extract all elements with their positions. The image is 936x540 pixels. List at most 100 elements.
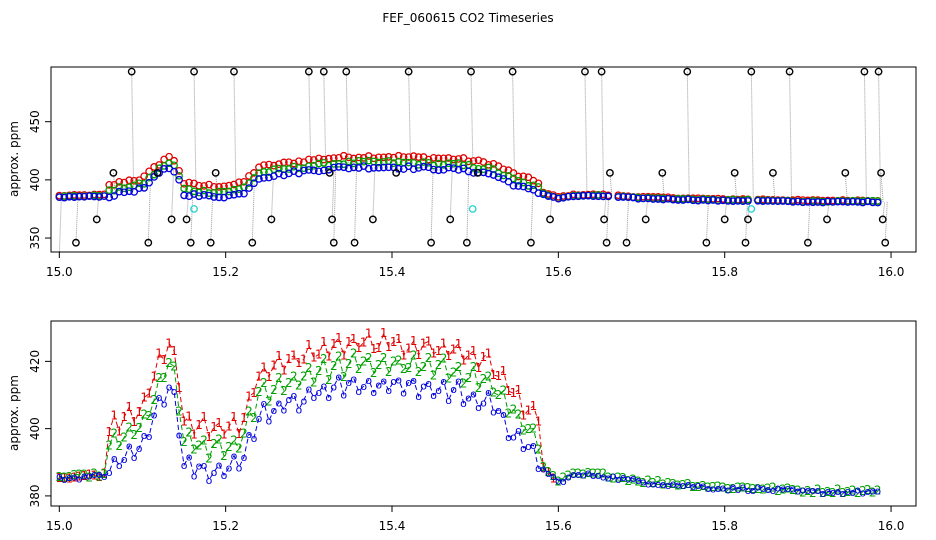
bottom-x-tick-label: 15.6	[545, 519, 572, 533]
series-2-marker: 2	[315, 364, 323, 378]
series-3-point	[65, 192, 74, 201]
series-3-point	[230, 190, 238, 199]
series-3-point	[559, 193, 568, 202]
bottom-x-tick-label: 15.4	[379, 519, 406, 533]
series-2-marker: 2	[310, 376, 318, 390]
series-3-marker: o	[795, 484, 802, 497]
series-1-point	[534, 179, 543, 188]
series-3-marker: o	[535, 462, 542, 475]
series-3-marker: o	[276, 396, 283, 409]
series-3-point	[863, 197, 872, 206]
series-3-point	[539, 190, 548, 199]
series-2-marker: 2	[175, 404, 183, 418]
series-3-marker: o	[405, 376, 412, 389]
series-1-marker: 1	[265, 370, 273, 384]
top-y-tick-label: 450	[28, 110, 42, 133]
series-3-marker: o	[106, 466, 113, 479]
series-2-marker: 2	[729, 482, 737, 496]
trace-line	[147, 183, 151, 243]
series-2-marker: 2	[789, 483, 797, 497]
series-2-marker: 2	[295, 378, 303, 392]
series-3-point	[838, 197, 847, 206]
series-1-marker: 1	[90, 468, 98, 482]
series-2-marker: 2	[325, 373, 333, 387]
series-3-point	[444, 163, 453, 172]
series-3-marker: o	[615, 473, 622, 486]
series-3-marker: o	[580, 469, 587, 482]
top-y-axis-label: approx. ppm	[7, 121, 21, 197]
series-3-marker: o	[56, 470, 63, 483]
series-2-marker: 2	[599, 466, 607, 480]
outlier-point	[325, 168, 334, 177]
series-2-marker: 2	[385, 365, 393, 379]
series-3-marker: o	[400, 386, 407, 399]
series-2-marker: 2	[160, 371, 168, 385]
series-3-marker: o	[685, 478, 692, 491]
series-3-point	[369, 164, 378, 172]
series-1-marker: 1	[140, 390, 148, 404]
series-3-point	[464, 167, 473, 176]
series-3-marker: o	[715, 482, 722, 495]
series-3-marker: o	[760, 482, 767, 495]
series-1-marker: 1	[120, 410, 128, 424]
series-3-point	[280, 171, 288, 180]
series-3-marker: o	[310, 391, 317, 404]
series-3-point	[828, 198, 837, 206]
series-3-marker: o	[755, 481, 762, 494]
series-3-point	[384, 163, 393, 172]
series-1-marker: 1	[390, 335, 398, 349]
series-3-point	[275, 169, 283, 178]
outlier-point	[267, 215, 276, 224]
outlier-point	[304, 67, 313, 76]
series-3-point	[210, 193, 218, 201]
series-3-point	[175, 175, 183, 184]
series-3-point	[225, 191, 233, 200]
outlier-point	[874, 67, 883, 76]
series-2-marker: 2	[275, 371, 283, 385]
series-3-marker: o	[819, 487, 826, 500]
series-2-marker: 2	[60, 471, 68, 485]
series-3-marker: o	[595, 469, 602, 482]
series-2-point	[275, 164, 283, 173]
series-3-point	[349, 163, 358, 172]
top-x-tick-label: 15.4	[379, 265, 406, 279]
series-3-point	[684, 195, 692, 204]
series-3-point	[125, 187, 134, 196]
series-2-point	[469, 164, 478, 172]
trace-line	[251, 184, 255, 243]
series-1-marker: 1	[365, 326, 373, 340]
trace-line	[331, 168, 335, 220]
series-1-marker: 1	[450, 342, 458, 356]
outlier-point	[878, 215, 887, 224]
series-2-marker: 2	[375, 358, 383, 372]
trace-line	[661, 172, 665, 200]
series-3-marker: o	[585, 467, 592, 480]
series-3-point	[794, 197, 802, 206]
series-2-point	[374, 158, 383, 167]
series-1-marker: 1	[360, 335, 368, 349]
series-3-marker: o	[221, 469, 228, 482]
series-3-marker: o	[350, 372, 357, 385]
series-2-point	[299, 164, 308, 173]
series-3-marker: o	[246, 428, 253, 441]
outlier-point	[206, 238, 215, 247]
series-3-marker: o	[315, 386, 322, 399]
series-2-marker: 2	[505, 406, 513, 420]
series-3-marker: o	[171, 385, 178, 398]
series-3-marker: o	[365, 374, 372, 387]
series-2-point	[499, 171, 508, 180]
series-2-point	[354, 156, 363, 165]
series-3-marker: o	[605, 472, 612, 485]
series-2-marker: 2	[330, 359, 338, 373]
series-3-point	[818, 198, 827, 207]
series-3-point	[509, 181, 518, 190]
series-2-marker: 2	[470, 360, 478, 374]
trace-line	[584, 71, 588, 197]
cyan-point	[190, 205, 198, 213]
series-2-marker: 2	[500, 384, 508, 398]
series-3-point	[494, 173, 503, 182]
series-3-point	[619, 193, 628, 201]
series-3-marker: o	[700, 480, 707, 493]
series-2-point	[314, 159, 323, 168]
series-3-point	[100, 192, 109, 200]
